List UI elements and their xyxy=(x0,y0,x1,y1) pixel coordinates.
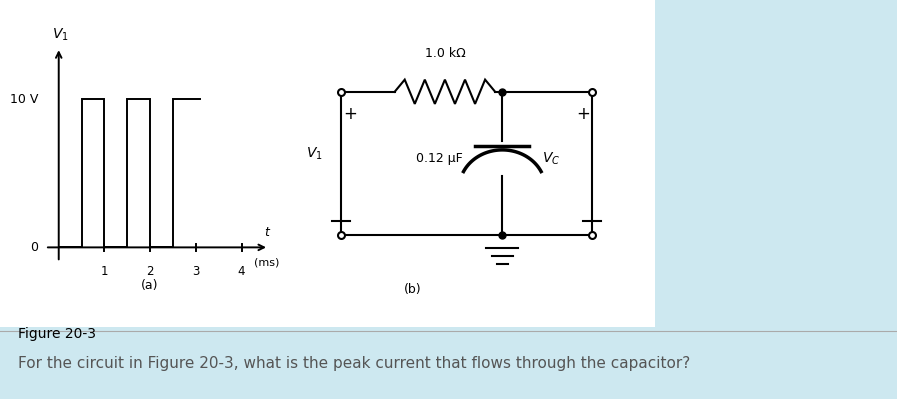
Text: +: + xyxy=(343,105,357,123)
Text: 0.12 μF: 0.12 μF xyxy=(416,152,463,165)
Text: $V_C$: $V_C$ xyxy=(542,150,560,167)
Text: 3: 3 xyxy=(192,265,199,278)
Text: (b): (b) xyxy=(404,283,422,296)
Text: 1: 1 xyxy=(100,265,109,278)
Text: $V_1$: $V_1$ xyxy=(52,26,68,43)
Text: $V_1$: $V_1$ xyxy=(306,146,323,162)
Text: t: t xyxy=(265,225,269,239)
Text: 2: 2 xyxy=(146,265,154,278)
Text: (ms): (ms) xyxy=(254,257,279,267)
Text: 10 V: 10 V xyxy=(10,93,39,106)
Text: (a): (a) xyxy=(142,279,159,292)
Text: 1.0 kΩ: 1.0 kΩ xyxy=(424,47,466,60)
Text: 0: 0 xyxy=(30,241,39,254)
Text: +: + xyxy=(576,105,590,123)
Text: For the circuit in Figure 20-3, what is the peak current that flows through the : For the circuit in Figure 20-3, what is … xyxy=(18,356,690,371)
Text: 4: 4 xyxy=(238,265,245,278)
Text: Figure 20-3: Figure 20-3 xyxy=(18,327,96,341)
